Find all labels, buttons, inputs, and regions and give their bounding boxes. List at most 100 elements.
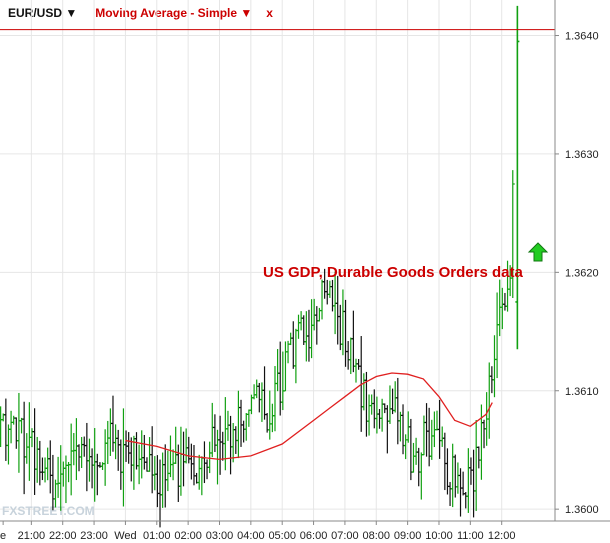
ohlc-bar bbox=[79, 437, 84, 469]
ohlc-bar bbox=[212, 414, 217, 453]
ohlc-bar bbox=[427, 407, 432, 467]
ohlc-bar bbox=[314, 306, 319, 345]
ohlc-bar bbox=[19, 417, 24, 434]
ohlc-bar bbox=[3, 398, 8, 461]
ohlc-bar bbox=[110, 395, 115, 452]
ohlc-bar bbox=[401, 404, 406, 455]
ohlc-bar bbox=[450, 443, 455, 508]
ohlc-bar bbox=[429, 419, 434, 460]
x-tick-label: 02:00 bbox=[174, 530, 202, 542]
x-tick-label: 21:00 bbox=[18, 530, 46, 542]
x-tick-label: 05:00 bbox=[268, 530, 296, 542]
ohlc-bar bbox=[424, 403, 429, 457]
ohlc-bar bbox=[369, 394, 374, 415]
y-axis: 1.3600 1.3610 1.3620 1.3630 1.3640 bbox=[555, 31, 599, 516]
x-tick-label: 08:00 bbox=[363, 530, 391, 542]
ohlc-bar bbox=[126, 432, 131, 464]
indicator-selector[interactable]: Moving Average - Simple ▼ bbox=[95, 6, 253, 20]
ohlc-bar bbox=[218, 415, 223, 475]
ohlc-bar bbox=[463, 491, 468, 509]
ohlc-bar bbox=[63, 455, 68, 504]
ohlc-bar bbox=[306, 309, 311, 362]
ohlc-bar bbox=[335, 275, 340, 345]
ohlc-bar bbox=[14, 417, 19, 449]
ohlc-bar bbox=[50, 454, 55, 511]
ohlc-bar bbox=[152, 456, 157, 491]
ohlc-bar bbox=[320, 279, 325, 320]
ohlc-bar bbox=[90, 448, 95, 489]
ohlc-bar bbox=[173, 426, 178, 464]
ohlc-bar bbox=[327, 280, 332, 298]
ohlc-bar bbox=[348, 337, 353, 375]
ohlc-bar bbox=[275, 349, 280, 392]
news-annotation: US GDP, Durable Goods Orders data bbox=[263, 264, 523, 281]
ohlc-bar bbox=[43, 457, 48, 483]
ohlc-bar bbox=[118, 439, 123, 490]
ohlc-bar bbox=[338, 304, 343, 351]
ohlc-bar bbox=[479, 404, 484, 480]
symbol-selector[interactable]: EUR/USD ▼ bbox=[8, 6, 78, 20]
ohlc-bar bbox=[165, 450, 170, 492]
ohlc-bar bbox=[207, 441, 212, 474]
ohlc-bar bbox=[434, 410, 439, 431]
x-tick-label: 10:00 bbox=[425, 530, 453, 542]
ohlc-bar bbox=[29, 428, 34, 448]
ohlc-bar bbox=[408, 418, 413, 481]
ohlc-bar bbox=[296, 314, 301, 339]
ohlc-bar bbox=[139, 430, 144, 479]
ohlc-bar bbox=[421, 415, 426, 456]
ohlc-bar bbox=[419, 452, 424, 500]
ohlc-bar bbox=[6, 424, 11, 465]
ohlc-bar bbox=[27, 402, 32, 481]
ohlc-bar bbox=[346, 341, 351, 370]
up-arrow-icon bbox=[527, 242, 549, 262]
ohlc-bar bbox=[22, 401, 27, 495]
ohlc-bar bbox=[293, 328, 298, 384]
ohlc-bar bbox=[239, 399, 244, 447]
ohlc-bar bbox=[92, 428, 97, 502]
ohlc-bar bbox=[202, 441, 207, 484]
ohlc-bar bbox=[395, 377, 400, 445]
ohlc-bar bbox=[244, 412, 249, 441]
ohlc-bar bbox=[301, 315, 306, 346]
ohlc-bar bbox=[37, 440, 42, 486]
ohlc-bar bbox=[262, 366, 267, 420]
ohlc-bar bbox=[437, 399, 442, 459]
ohlc-bar bbox=[466, 448, 471, 513]
ohlc-bar bbox=[35, 436, 40, 483]
ohlc-bar bbox=[403, 434, 408, 460]
ohlc-bar bbox=[116, 429, 121, 471]
ohlc-bar bbox=[32, 408, 37, 495]
ohlc-bar bbox=[487, 362, 492, 439]
ohlc-bar bbox=[372, 389, 377, 429]
ohlc-bar bbox=[325, 279, 330, 305]
ohlc-bar bbox=[495, 292, 500, 379]
ohlc-bar bbox=[440, 426, 445, 447]
ohlc-bar bbox=[228, 415, 233, 475]
ohlc-bar bbox=[448, 481, 453, 506]
ohlc-bar bbox=[134, 432, 139, 470]
ohlc-bar bbox=[411, 442, 416, 473]
ohlc-bar bbox=[267, 390, 272, 440]
ohlc-bar bbox=[150, 426, 155, 494]
ohlc-bar bbox=[241, 420, 246, 443]
ohlc-bar bbox=[272, 366, 277, 432]
ohlc-bar bbox=[215, 429, 220, 485]
ohlc-bar bbox=[476, 446, 481, 469]
ohlc-bar bbox=[343, 299, 348, 367]
ohlc-bar bbox=[393, 381, 398, 413]
remove-indicator-button[interactable]: x bbox=[266, 6, 273, 20]
y-tick-label: 1.3600 bbox=[565, 504, 599, 516]
ohlc-bar bbox=[361, 373, 366, 411]
y-tick-label: 1.3620 bbox=[565, 267, 599, 279]
ohlc-bar bbox=[184, 428, 189, 464]
ohlc-bar bbox=[40, 457, 45, 481]
chart-grid bbox=[0, 0, 555, 521]
ohlc-bar bbox=[374, 396, 379, 434]
y-tick-label: 1.3630 bbox=[565, 149, 599, 161]
ohlc-bar bbox=[291, 321, 296, 369]
ohlc-bar bbox=[45, 447, 50, 481]
ohlc-bar bbox=[48, 440, 53, 494]
ohlc-bar bbox=[515, 5, 520, 350]
